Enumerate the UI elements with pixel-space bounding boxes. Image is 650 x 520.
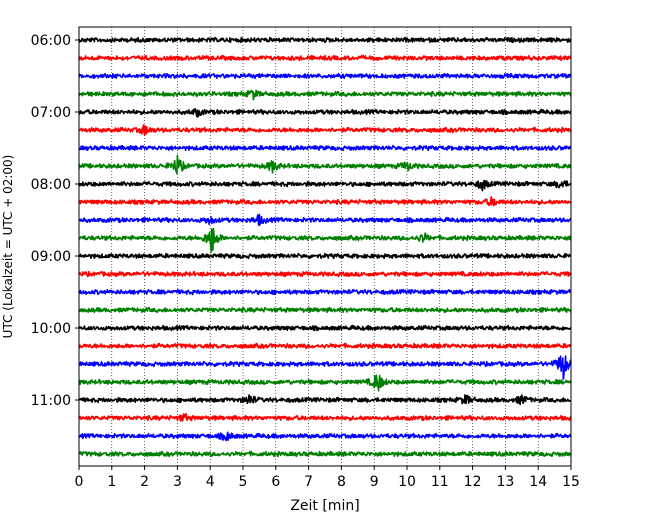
seismic-trace (78, 288, 572, 296)
y-tick-label: 07:00 (31, 105, 71, 121)
x-tick-label: 11 (431, 474, 449, 490)
seismic-trace (78, 413, 572, 422)
seismic-trace (78, 154, 572, 175)
y-tick-label: 06:00 (31, 33, 71, 49)
x-axis-title: Zeit [min] (290, 498, 359, 514)
x-tick-label: 6 (271, 474, 280, 490)
seismic-trace (78, 144, 572, 152)
plot-frame (78, 26, 572, 467)
x-tick-label: 5 (239, 474, 248, 490)
seismic-trace (78, 179, 572, 192)
seismic-trace (78, 431, 572, 442)
x-tick-label: 12 (464, 474, 482, 490)
x-tick-label: 13 (496, 474, 514, 490)
seismic-trace (78, 227, 572, 253)
x-tick-label: 7 (304, 474, 313, 490)
seismic-trace (78, 124, 572, 137)
y-tick-label: 09:00 (31, 249, 71, 265)
seismic-trace (78, 108, 572, 118)
x-tick-label: 15 (562, 474, 580, 490)
x-tick-label: 4 (206, 474, 215, 490)
seismic-trace (78, 213, 572, 227)
seismic-trace (78, 54, 572, 62)
x-axis-ticks: 0 1 2 3 4 5 6 7 8 9 10 11 12 13 14 15 (75, 466, 580, 490)
seismic-trace (78, 306, 572, 314)
seismic-trace (78, 196, 572, 207)
x-tick-label: 8 (337, 474, 346, 490)
seismic-trace (78, 374, 572, 392)
seismic-trace (78, 36, 572, 44)
y-axis-ticks: 06:00 07:00 08:00 09:00 10:00 11:00 (31, 33, 79, 409)
x-tick-label: 10 (398, 474, 416, 490)
seismic-trace (78, 72, 572, 80)
x-tick-label: 2 (140, 474, 149, 490)
seismic-trace (78, 342, 572, 350)
y-tick-label: 10:00 (31, 321, 71, 337)
seismic-trace (78, 324, 572, 332)
trace-layer (78, 36, 572, 458)
x-tick-label: 3 (173, 474, 182, 490)
x-tick-label: 0 (75, 474, 84, 490)
seismic-trace (78, 355, 572, 380)
seismic-trace (78, 270, 572, 278)
x-tick-label: 9 (370, 474, 379, 490)
seismic-trace (78, 252, 572, 260)
x-tick-label: 1 (107, 474, 116, 490)
y-tick-label: 11:00 (31, 393, 71, 409)
y-axis-title: UTC (Lokalzeit = UTC + 02:00) (1, 155, 15, 339)
seismic-trace (78, 89, 572, 101)
y-tick-label: 08:00 (31, 177, 71, 193)
seismic-trace (78, 394, 572, 406)
x-tick-label: 14 (529, 474, 547, 490)
seismic-trace (78, 450, 572, 458)
